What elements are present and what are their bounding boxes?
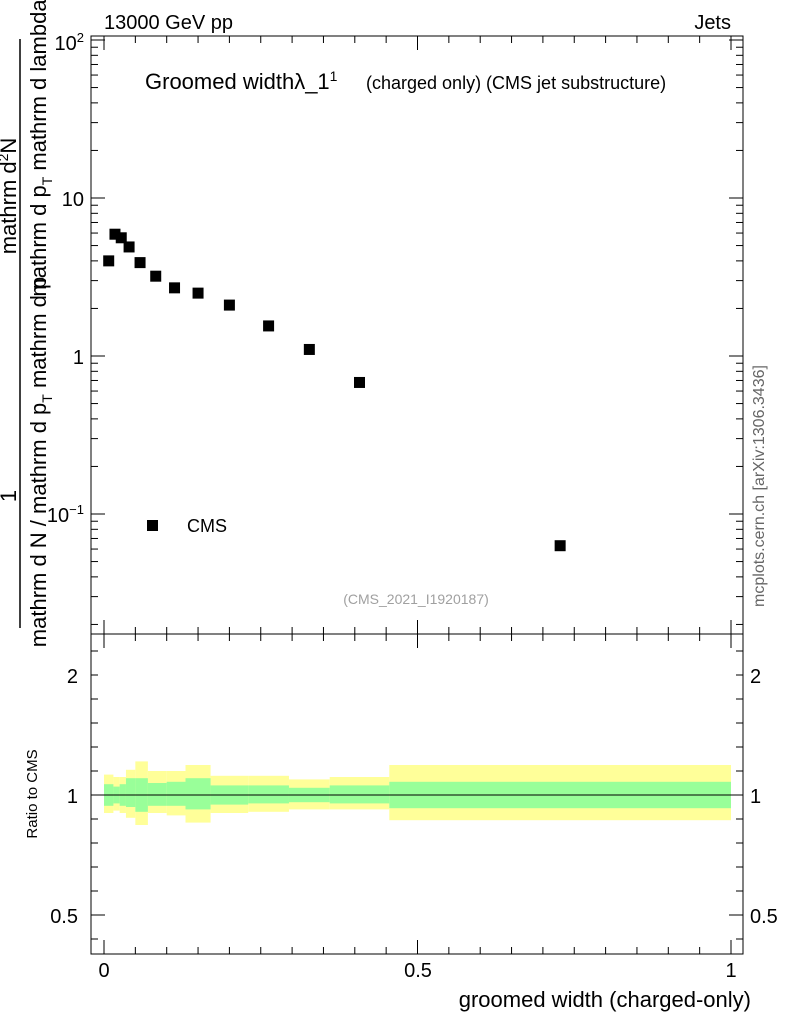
main-panel-frame [90, 35, 744, 635]
data-point-7 [192, 287, 204, 299]
data-points [103, 228, 566, 552]
ratio-tick-label-2-right: 2 [750, 666, 761, 688]
data-point-6 [169, 282, 181, 294]
x-axis-ticks [103, 36, 732, 954]
ratio-tick-label-1-right: 1 [750, 786, 761, 808]
header-left: 13000 GeV pp [104, 12, 233, 34]
ratio-tick-label-0.5-right: 0.5 [750, 906, 778, 928]
legend: CMS [147, 516, 227, 536]
ratio-bands [104, 761, 731, 825]
data-point-2 [115, 232, 127, 244]
data-point-10 [303, 343, 315, 355]
data-point-11 [354, 376, 366, 388]
ratio-stat-band-3 [125, 778, 136, 807]
data-point-4 [134, 257, 146, 269]
y-tick-label-1: 1 [73, 347, 84, 369]
y-label-left-denominator: mathrm d N / mathrm d pT mathrm d p [26, 277, 55, 647]
y-tick-label-100: 102 [55, 30, 84, 55]
main-axis-ticks [91, 39, 743, 625]
data-point-1 [109, 228, 121, 240]
plot-title: Groomed widthλ_11 (charged only) (CMS je… [145, 68, 666, 94]
y-label-numerator: mathrm d2N [0, 138, 21, 255]
legend-marker [147, 520, 158, 531]
analysis-id: (CMS_2021_I1920187) [343, 591, 489, 607]
data-point-5 [150, 270, 162, 282]
x-tick-label-0.5: 0.5 [404, 960, 432, 982]
x-tick-label-1: 1 [725, 960, 736, 982]
header-right: Jets [694, 12, 731, 34]
y-tick-label-10: 10 [62, 189, 84, 211]
data-point-12 [554, 540, 566, 552]
x-axis-label: groomed width (charged-only) [459, 987, 751, 1012]
ratio-stat-band-6 [166, 781, 186, 806]
data-point-0 [103, 255, 115, 267]
ratio-stat-band-11 [329, 785, 390, 804]
y-label-one: 1 [0, 490, 21, 502]
ratio-tick-label-0.5-left: 0.5 [50, 906, 78, 928]
ratio-stat-band-7 [185, 778, 211, 810]
ratio-axis-ticks [91, 650, 743, 940]
y-tick-label-0.1: 10−1 [47, 502, 84, 527]
ratio-y-axis-label: Ratio to CMS [24, 749, 41, 838]
x-tick-label-0: 0 [98, 960, 109, 982]
y-label-right-denominator: mathrm d pT mathrm d lambda [26, 0, 55, 297]
ratio-stat-band-9 [248, 785, 289, 804]
main-y-axis-label: 1 mathrm d2N mathrm d pT mathrm d lambda… [0, 0, 55, 647]
ratio-tick-label-2-left: 2 [67, 666, 78, 688]
ratio-tick-label-1-left: 1 [67, 786, 78, 808]
data-point-9 [263, 320, 275, 332]
ratio-stat-band-5 [147, 783, 167, 806]
legend-label: CMS [187, 516, 227, 536]
plot-title-suffix: (charged only) (CMS jet substructure) [366, 73, 666, 93]
watermark: mcplots.cern.ch [arXiv:1306.3436] [751, 365, 768, 607]
plot-title-main: Groomed widthλ_11 [145, 68, 338, 94]
data-point-3 [123, 241, 135, 253]
data-point-8 [223, 299, 235, 311]
